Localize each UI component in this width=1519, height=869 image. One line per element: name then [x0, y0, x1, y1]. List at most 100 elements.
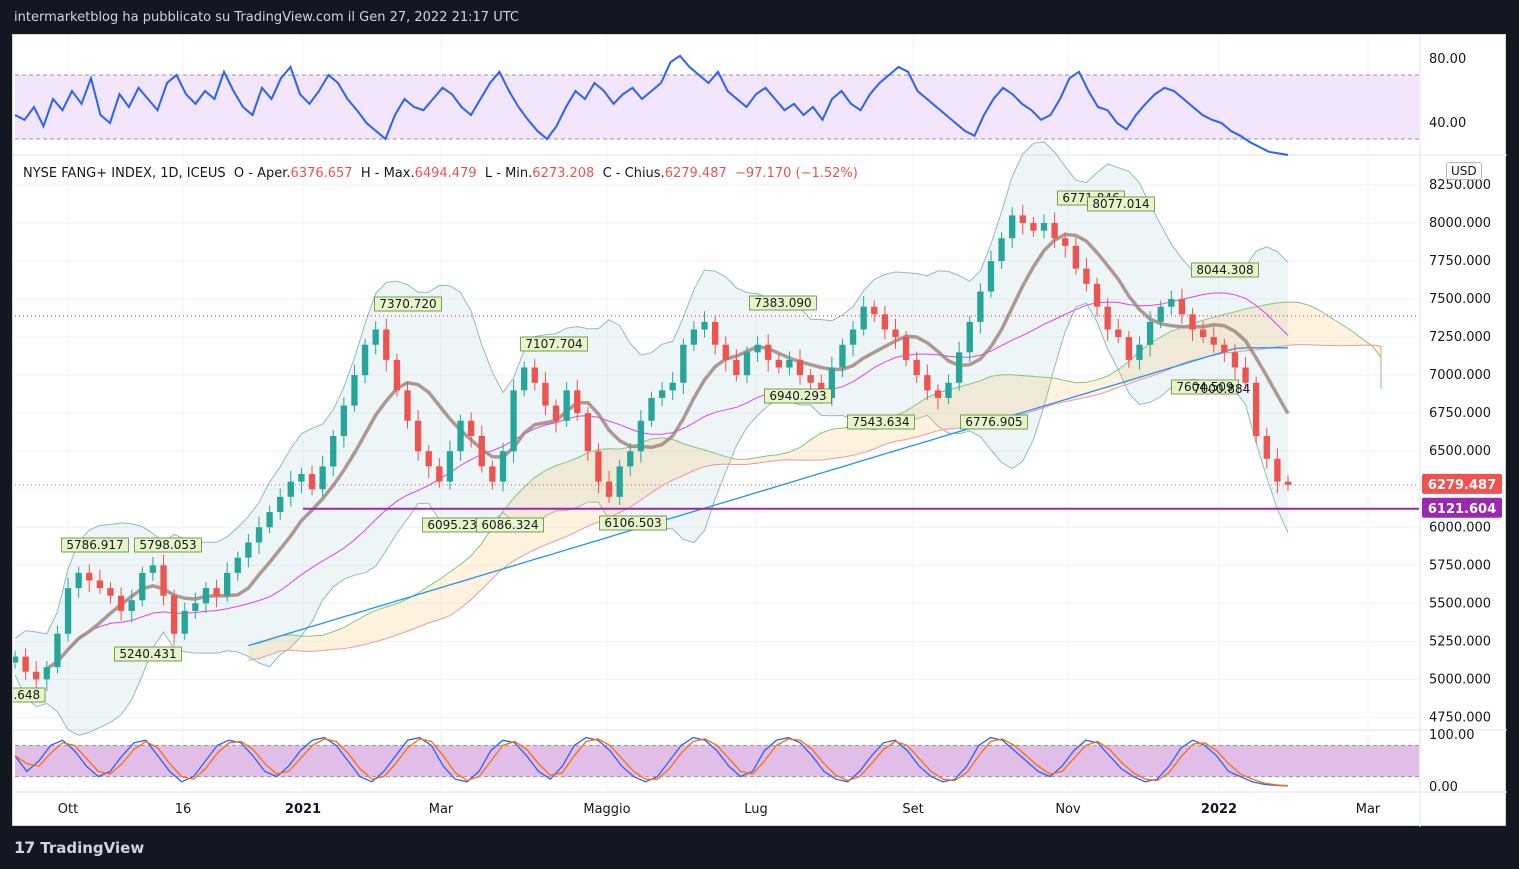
- price-tick-label: 5000.000: [1429, 672, 1491, 687]
- candle-body: [1125, 337, 1133, 360]
- candle-body: [552, 405, 560, 421]
- swing-label-box: [749, 295, 817, 311]
- candle-body: [425, 451, 432, 467]
- chart-canvas[interactable]: Ott 16 2021 Mar Maggio Lug Set Nov 2022 Mar 80.00 4…: [13, 35, 1507, 827]
- candle-body: [1284, 481, 1292, 485]
- candle-body: [510, 390, 517, 452]
- candle-body: [383, 329, 390, 360]
- swing-label: 6776.905: [965, 415, 1022, 429]
- swing-label-box: [1087, 196, 1155, 212]
- candle-body: [245, 542, 252, 558]
- candle-body: [1093, 283, 1101, 307]
- candle-body: [881, 314, 889, 330]
- candle-body: [107, 588, 114, 596]
- candle-body: [340, 405, 348, 436]
- swing-label: 5798.053: [139, 538, 196, 552]
- swing-label: 6086.324: [481, 518, 538, 532]
- candle-body: [574, 390, 581, 414]
- swing-label-box: [134, 537, 202, 553]
- candle-body: [733, 359, 740, 376]
- candle-body: [913, 359, 920, 376]
- candle-body: [255, 527, 263, 543]
- candle-body: [669, 382, 676, 391]
- candle-body: [1210, 337, 1217, 345]
- candle-body: [892, 329, 899, 338]
- candle-body: [701, 321, 708, 330]
- candle-body: [414, 420, 422, 452]
- price-tick-label: 6000.000: [1429, 520, 1491, 535]
- candle-body: [330, 435, 337, 467]
- candle-body: [22, 656, 29, 672]
- candle-body: [117, 595, 125, 611]
- last-price-tag-label: 6279.487: [1428, 478, 1496, 493]
- x-tick-label: Mar: [1356, 802, 1381, 817]
- price-tick-label: 7750.000: [1429, 254, 1491, 269]
- footer-brand[interactable]: TradingView: [40, 838, 145, 857]
- candle-body: [531, 367, 538, 383]
- candle-body: [605, 481, 613, 497]
- candle-body: [1062, 238, 1069, 246]
- candle-body: [775, 359, 782, 368]
- symbol-name[interactable]: NYSE FANG+ INDEX, 1D, ICEUS: [23, 166, 226, 181]
- candle-body: [372, 329, 379, 345]
- candle-body: [308, 474, 316, 490]
- price-tick-label: 4750.000: [1429, 710, 1491, 725]
- candle-body: [924, 375, 931, 391]
- candle-body: [1104, 306, 1111, 330]
- last-price-tag: [1422, 473, 1502, 494]
- candle-body: [149, 565, 157, 573]
- candle-body: [1146, 321, 1154, 345]
- x-tick-label: Ott: [58, 802, 78, 817]
- ichimoku-cloud: [248, 302, 1381, 661]
- rsi-tick-label: 40.00: [1429, 116, 1466, 131]
- candle-body: [754, 344, 761, 353]
- candle-body: [160, 565, 167, 596]
- chart-frame[interactable]: Ott 16 2021 Mar Maggio Lug Set Nov 2022 Mar 80.00 4…: [12, 34, 1507, 827]
- swing-label: 8044.308: [1196, 263, 1253, 277]
- x-tick-label: Maggio: [583, 802, 630, 817]
- candle-body: [489, 466, 496, 482]
- candle-body: [54, 633, 61, 668]
- candle-body: [1242, 367, 1249, 383]
- rsi-line: [14, 54, 1289, 156]
- symbol-legend: NYSE FANG+ INDEX, 1D, ICEUS O - Aper.637…: [23, 166, 858, 181]
- swing-label: 6106.503: [604, 516, 661, 530]
- close-value: 6279.487: [664, 166, 727, 181]
- candle-body: [998, 238, 1005, 262]
- stoch-tick-label: 0.00: [1429, 780, 1458, 795]
- candle-body: [584, 413, 592, 452]
- candle-body: [202, 588, 210, 604]
- candle-body: [1189, 314, 1196, 330]
- currency-label[interactable]: USD: [1446, 162, 1482, 180]
- candle-body: [690, 329, 698, 345]
- close-label: C - Chius.: [602, 166, 665, 181]
- rsi-band: [15, 75, 1419, 139]
- price-tick-label: 8000.000: [1429, 216, 1491, 231]
- candle-body: [266, 512, 273, 528]
- cloud-span-b: [248, 343, 1382, 661]
- swing-label: 7383.090: [754, 296, 811, 310]
- candle-body: [648, 397, 655, 421]
- swing-label: 7370.720: [379, 297, 436, 311]
- candle-body: [277, 496, 284, 513]
- swing-label: 5786.917: [66, 538, 123, 552]
- candle-body: [1199, 329, 1207, 338]
- candle-body: [1072, 245, 1079, 269]
- candle-body: [658, 390, 666, 398]
- swing-label: 6940.293: [769, 389, 826, 403]
- swing-label-box: [374, 296, 442, 312]
- candle-body: [871, 306, 878, 315]
- candle-body: [796, 359, 804, 376]
- swing-label-box: [960, 414, 1028, 430]
- candle-body: [64, 588, 72, 634]
- x-tick-label: Nov: [1055, 802, 1081, 817]
- candle-body: [595, 451, 602, 482]
- candle-body: [1178, 299, 1186, 315]
- swing-label-box: [764, 388, 832, 404]
- candle-body: [287, 481, 294, 497]
- candle-body: [499, 451, 507, 482]
- swing-label: 6.648: [13, 688, 40, 702]
- candle-body: [468, 420, 475, 436]
- price-tick-label: 7000.000: [1429, 368, 1491, 383]
- price-tick-label: 7500.000: [1429, 292, 1491, 307]
